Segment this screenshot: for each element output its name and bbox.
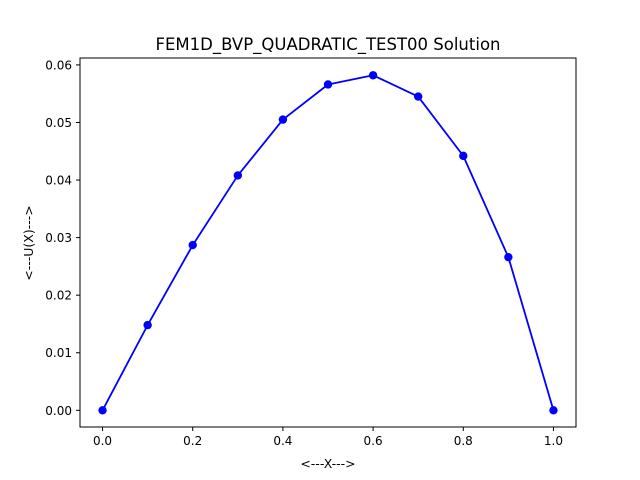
data-point: [278, 115, 288, 124]
plot-area: [80, 58, 576, 427]
series-layer: [98, 71, 558, 415]
x-axis-label: <---X--->: [300, 456, 355, 471]
data-point: [504, 252, 513, 262]
data-point: [143, 320, 152, 330]
data-point: [98, 406, 107, 415]
x-tick-label: 1.0: [544, 434, 563, 448]
x-axis: 0.0 0.2 0.4 0.6 0.8 1.0: [93, 427, 563, 448]
x-tick-label: 0.6: [364, 434, 383, 448]
data-point: [368, 71, 378, 80]
y-axis: 0.00 0.01 0.02 0.03 0.04 0.05 0.06: [45, 58, 80, 418]
x-tick-label: 0.2: [183, 434, 202, 448]
data-point: [323, 80, 333, 89]
y-tick-label: 0.00: [45, 404, 72, 418]
y-tick-label: 0.02: [45, 289, 72, 303]
y-tick-label: 0.01: [45, 346, 72, 360]
data-point: [413, 92, 423, 101]
chart-title: FEM1D_BVP_QUADRATIC_TEST00 Solution: [156, 35, 501, 55]
x-tick-label: 0.8: [454, 434, 473, 448]
y-axis-label: <---U(X)--->: [21, 205, 36, 280]
x-tick-label: 0.4: [273, 434, 292, 448]
y-tick-label: 0.04: [45, 174, 72, 188]
x-tick-label: 0.0: [93, 434, 112, 448]
y-tick-label: 0.06: [45, 58, 72, 72]
data-point: [549, 406, 558, 415]
data-point: [233, 171, 243, 180]
y-tick-label: 0.03: [45, 231, 72, 245]
y-tick-label: 0.05: [45, 116, 72, 130]
plot-frame: [79, 57, 577, 428]
data-point: [188, 240, 197, 250]
data-point: [459, 151, 468, 161]
